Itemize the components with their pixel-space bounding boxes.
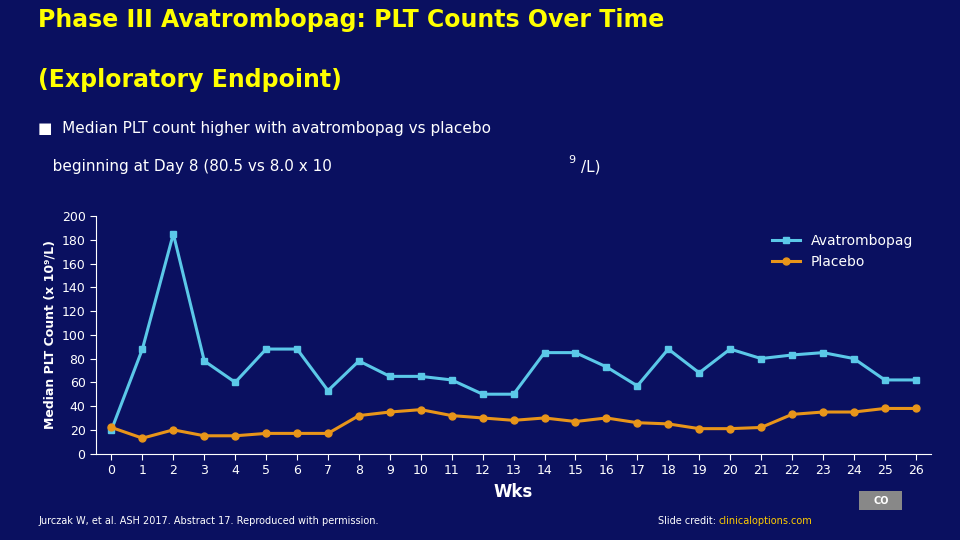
Text: Jurczak W, et al. ASH 2017. Abstract 17. Reproduced with permission.: Jurczak W, et al. ASH 2017. Abstract 17.…: [38, 516, 379, 526]
Text: Phase III Avatrombopag: PLT Counts Over Time: Phase III Avatrombopag: PLT Counts Over …: [38, 8, 664, 32]
Legend: Avatrombopag, Placebo: Avatrombopag, Placebo: [760, 223, 924, 280]
Text: CO: CO: [873, 496, 889, 506]
Text: (Exploratory Endpoint): (Exploratory Endpoint): [38, 68, 343, 91]
Y-axis label: Median PLT Count (x 10⁹/L): Median PLT Count (x 10⁹/L): [43, 240, 56, 429]
Text: /L): /L): [581, 159, 600, 174]
Text: Slide credit:: Slide credit:: [658, 516, 719, 526]
Text: beginning at Day 8 (80.5 vs 8.0 x 10: beginning at Day 8 (80.5 vs 8.0 x 10: [38, 159, 332, 174]
Text: clinicaloptions.com: clinicaloptions.com: [718, 516, 812, 526]
X-axis label: Wks: Wks: [494, 483, 533, 501]
Text: ■  Median PLT count higher with avatrombopag vs placebo: ■ Median PLT count higher with avatrombo…: [38, 122, 492, 137]
Text: 9: 9: [568, 155, 575, 165]
